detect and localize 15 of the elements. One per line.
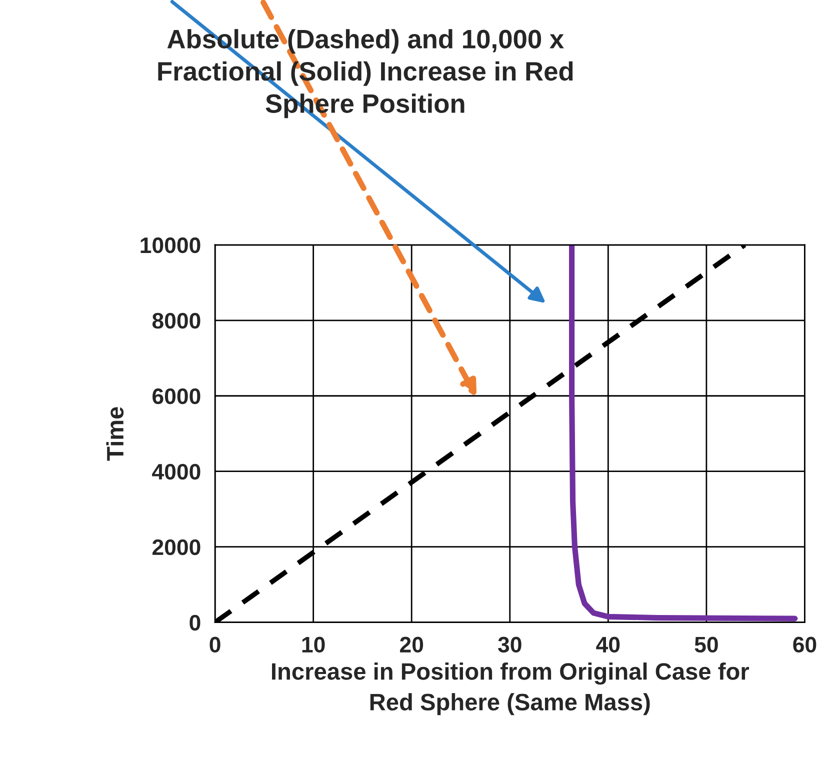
x-tick-label: 0 bbox=[210, 636, 220, 653]
y-tick-label: 2000 bbox=[152, 539, 200, 556]
y-tick-label: 10000 bbox=[140, 237, 200, 254]
x-axis-title: Increase in Position from Original Case for Red Sphere (Same Mass) bbox=[272, 662, 749, 716]
x-tick-label: 20 bbox=[400, 636, 424, 653]
x-tick-label: 40 bbox=[596, 636, 620, 653]
y-tick-label: 8000 bbox=[152, 312, 200, 329]
x-tick-label: 10 bbox=[302, 636, 325, 653]
y-tick-label: 6000 bbox=[152, 388, 200, 404]
x-tick-label: 50 bbox=[694, 636, 718, 653]
y-axis-title: Time bbox=[106, 407, 124, 461]
y-tick-label: 0 bbox=[190, 614, 200, 631]
x-tick-label: 60 bbox=[793, 636, 816, 653]
y-tick-label: 4000 bbox=[152, 464, 200, 480]
x-tick-label: 30 bbox=[498, 636, 522, 653]
